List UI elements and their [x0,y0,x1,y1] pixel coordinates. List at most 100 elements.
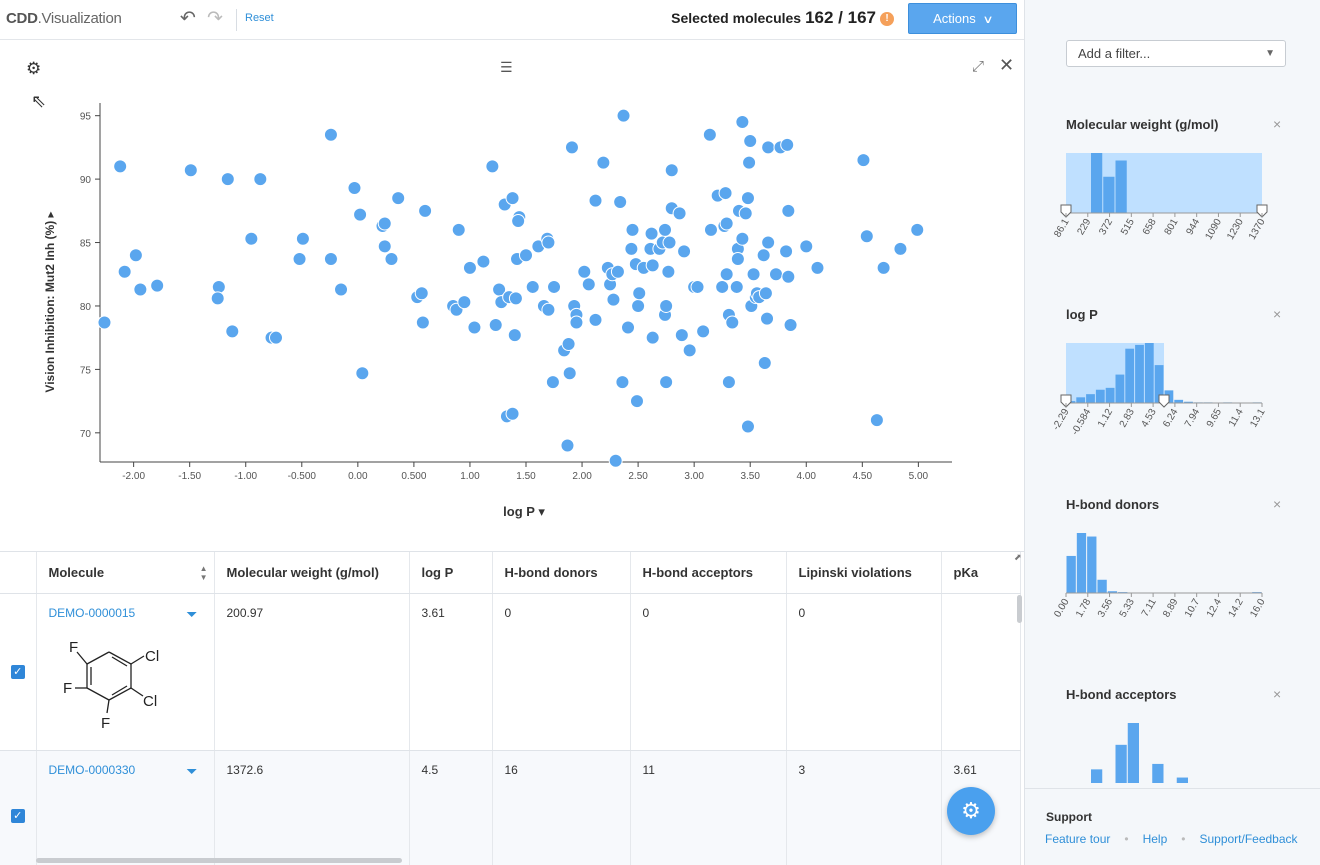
range-handle[interactable] [1158,394,1170,408]
data-point[interactable] [562,366,577,381]
drag-handle-icon[interactable]: ☰ [500,59,513,75]
remove-filter-icon[interactable]: × [1273,496,1282,512]
warning-icon[interactable]: ! [880,12,894,26]
data-point[interactable] [644,226,659,241]
data-point[interactable] [768,267,783,282]
data-point[interactable] [507,328,522,343]
data-point[interactable] [661,264,676,279]
floating-settings-button[interactable]: ⚙ [947,787,995,835]
header-lipinski-violations[interactable]: Lipinski violations [786,552,942,594]
remove-filter-icon[interactable]: × [1273,306,1282,322]
horizontal-scrollbar[interactable] [36,858,402,863]
data-point[interactable] [743,134,758,149]
data-point[interactable] [615,375,630,390]
data-point[interactable] [719,216,734,231]
data-point[interactable] [225,324,240,339]
data-point[interactable] [292,252,307,267]
data-point[interactable] [799,239,814,254]
data-point[interactable] [561,337,576,352]
molecule-link[interactable]: DEMO-0000330 [48,762,136,777]
data-point[interactable] [624,241,639,256]
data-point[interactable] [718,186,733,201]
data-point[interactable] [488,317,503,332]
data-point[interactable] [384,252,399,267]
header-molecular-weight[interactable]: Molecular weight (g/mol) [214,552,410,594]
data-point[interactable] [616,108,631,123]
data-point[interactable] [569,315,584,330]
data-point[interactable] [467,320,482,335]
data-point[interactable] [505,191,520,206]
data-point[interactable] [476,254,491,269]
histogram[interactable] [1045,715,1305,787]
data-point[interactable] [781,203,796,218]
data-point[interactable] [613,194,628,209]
data-point[interactable] [758,286,773,301]
data-point[interactable] [729,279,744,294]
data-point[interactable] [128,248,143,263]
data-point[interactable] [742,155,757,170]
plot-settings-button[interactable]: ⚙ [26,59,41,79]
data-point[interactable] [672,206,687,221]
data-point[interactable] [519,248,533,263]
data-point[interactable] [606,292,621,307]
data-point[interactable] [588,312,603,327]
data-point[interactable] [418,203,433,218]
histogram[interactable]: 86.1 229 372 515 658 801 944 1090 1230 1370 [1045,145,1305,295]
data-point[interactable] [485,159,500,174]
range-handle[interactable] [1060,394,1072,408]
data-point[interactable] [645,330,660,345]
data-point[interactable] [735,115,750,130]
y-axis-label[interactable]: Vision Inhibition: Mut2 Inh (%) ▸ [43,211,57,393]
data-point[interactable] [547,279,562,294]
data-point[interactable] [511,213,526,228]
data-point[interactable] [725,315,740,330]
data-point[interactable] [664,163,679,178]
data-point[interactable] [462,260,477,275]
data-point[interactable] [596,155,611,170]
data-point[interactable] [696,324,711,339]
data-point[interactable] [738,206,753,221]
support-feedback-link[interactable]: Support/Feedback [1199,832,1298,846]
data-point[interactable] [545,375,560,390]
data-point[interactable] [334,282,349,297]
resize-handle-icon[interactable]: ⬈ [1014,552,1022,562]
data-point[interactable] [740,419,755,434]
data-point[interactable] [210,291,225,306]
data-point[interactable] [761,235,776,250]
data-point[interactable] [353,207,368,222]
help-link[interactable]: Help [1142,832,1168,846]
data-point[interactable] [97,315,112,330]
data-point[interactable] [631,298,646,313]
data-point[interactable] [347,180,362,195]
remove-filter-icon[interactable]: × [1273,686,1282,702]
data-point[interactable] [719,267,734,282]
data-point[interactable] [756,248,771,263]
header-h-bond-donors[interactable]: H-bond donors [492,552,631,594]
data-point[interactable] [508,291,523,306]
header-log-p[interactable]: log P [409,552,493,594]
data-point[interactable] [577,264,592,279]
range-handle[interactable] [1060,204,1072,218]
data-point[interactable] [414,286,429,301]
data-point[interactable] [610,264,625,279]
data-point[interactable] [183,163,198,178]
data-point[interactable] [856,153,871,168]
data-point[interactable] [721,375,736,390]
data-point[interactable] [658,222,673,237]
data-point[interactable] [703,222,718,237]
data-point[interactable] [876,260,891,275]
data-point[interactable] [757,356,772,371]
histogram[interactable]: -2.29-0.584 1.12 2.83 4.53 6.24 7.94 9.65 11.4 1… [1045,335,1305,485]
actions-button[interactable]: Actions ∨ [908,3,1017,34]
row-checkbox[interactable]: ✓ [10,665,25,679]
expand-icon[interactable]: ⤢ [972,58,985,75]
reset-button[interactable]: Reset [245,12,274,24]
data-point[interactable] [780,137,795,152]
data-point[interactable] [910,222,925,237]
data-point[interactable] [150,278,165,293]
remove-filter-icon[interactable]: × [1273,116,1282,132]
data-point[interactable] [659,375,674,390]
data-point[interactable] [244,231,259,246]
data-point[interactable] [621,320,636,335]
header-pka[interactable]: pKa [941,552,1021,594]
